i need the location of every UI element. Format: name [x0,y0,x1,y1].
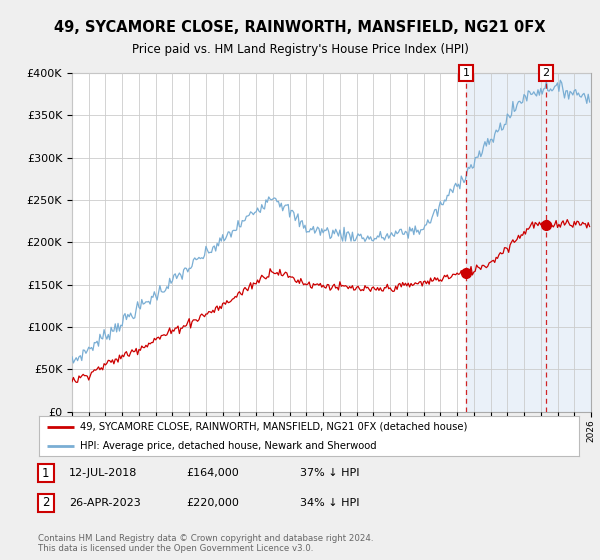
Text: 2: 2 [542,68,550,78]
Text: 2: 2 [42,496,50,510]
Text: 12-JUL-2018: 12-JUL-2018 [69,468,137,478]
Text: 1: 1 [42,466,50,480]
Text: Contains HM Land Registry data © Crown copyright and database right 2024.
This d: Contains HM Land Registry data © Crown c… [38,534,373,553]
Text: £164,000: £164,000 [186,468,239,478]
Text: 1: 1 [463,68,470,78]
Text: 34% ↓ HPI: 34% ↓ HPI [300,498,359,508]
Text: Price paid vs. HM Land Registry's House Price Index (HPI): Price paid vs. HM Land Registry's House … [131,43,469,56]
Text: 37% ↓ HPI: 37% ↓ HPI [300,468,359,478]
Text: £220,000: £220,000 [186,498,239,508]
Bar [466,73,591,412]
Text: HPI: Average price, detached house, Newark and Sherwood: HPI: Average price, detached house, Newa… [79,441,376,451]
Text: 26-APR-2023: 26-APR-2023 [69,498,141,508]
Text: 49, SYCAMORE CLOSE, RAINWORTH, MANSFIELD, NG21 0FX: 49, SYCAMORE CLOSE, RAINWORTH, MANSFIELD… [54,20,546,35]
Text: 49, SYCAMORE CLOSE, RAINWORTH, MANSFIELD, NG21 0FX (detached house): 49, SYCAMORE CLOSE, RAINWORTH, MANSFIELD… [79,422,467,432]
